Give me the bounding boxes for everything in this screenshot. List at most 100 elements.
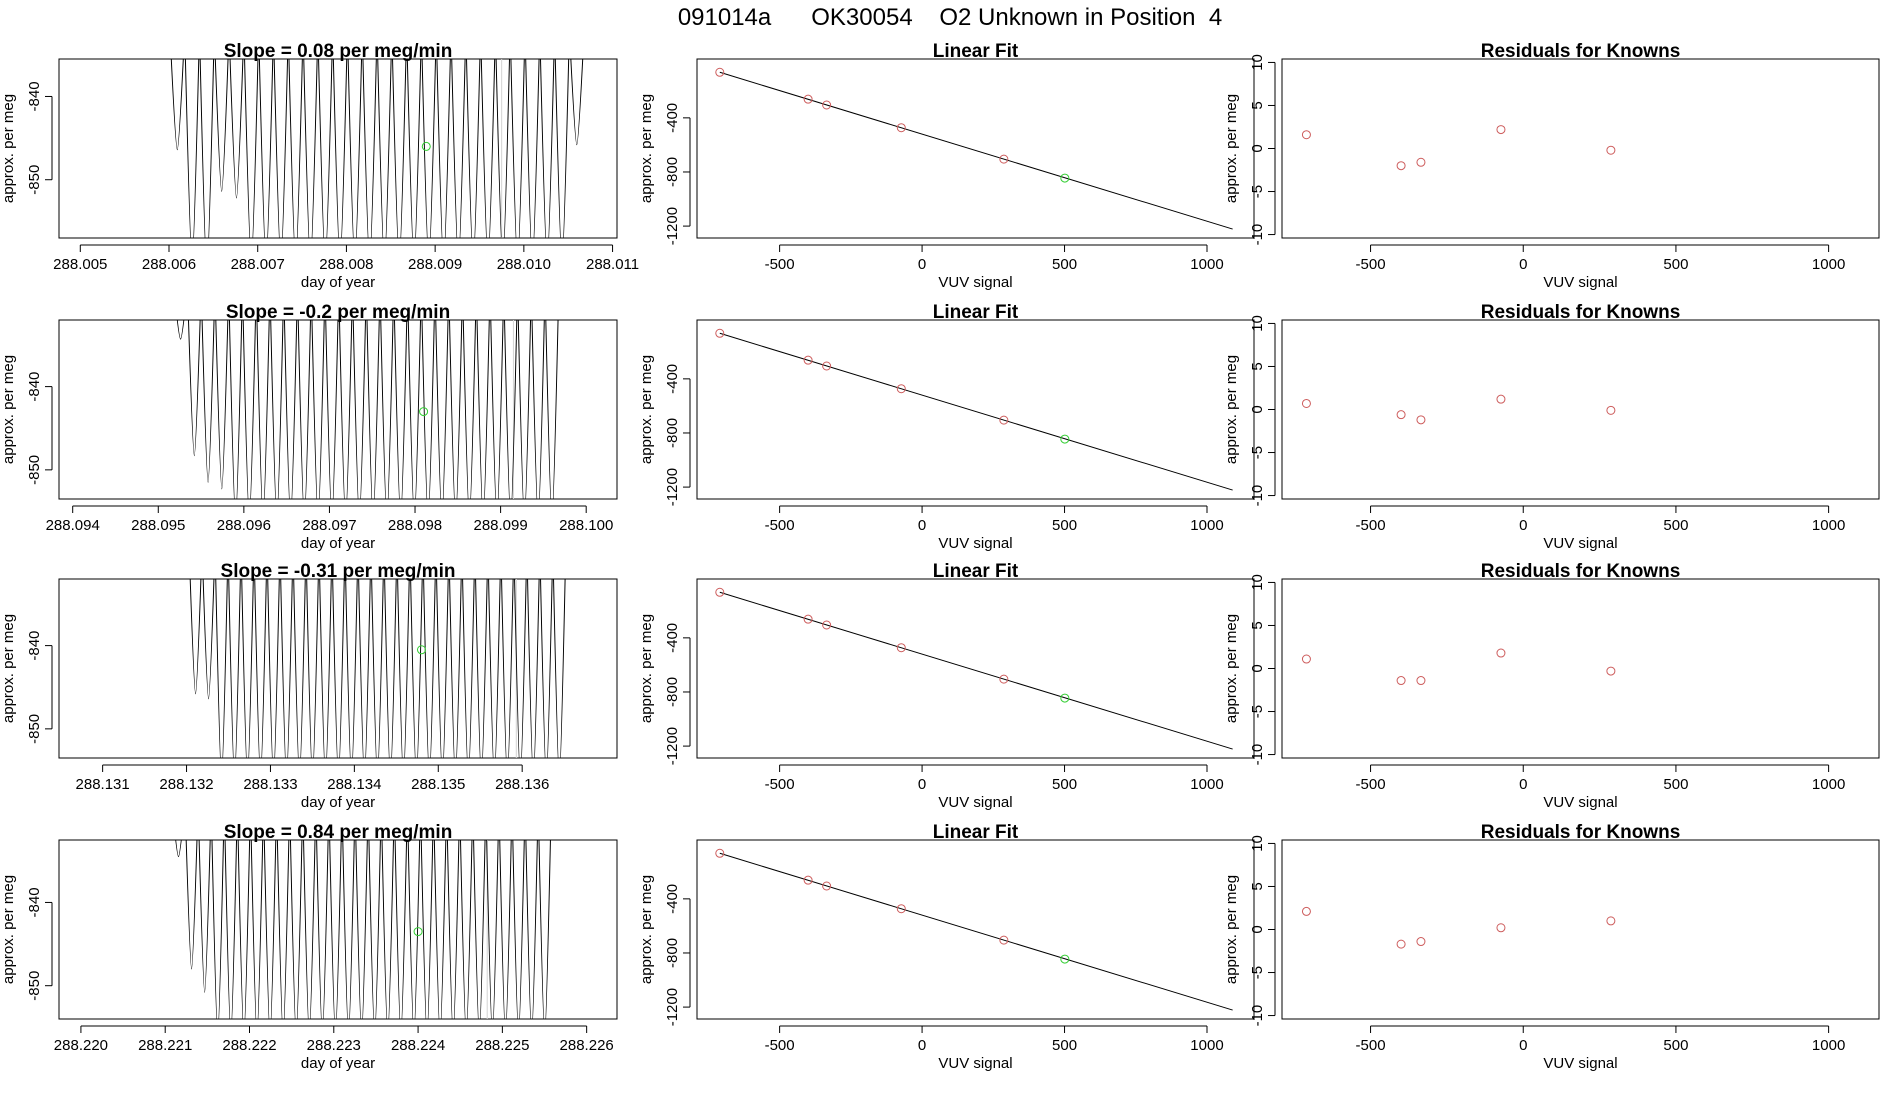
plot-frame	[1281, 319, 1880, 500]
plot-area	[175, 840, 551, 1019]
x-tick-label: -500	[1356, 1037, 1386, 1054]
x-tick-label: 288.131	[76, 776, 130, 793]
known-point	[999, 674, 1009, 684]
x-axis: -500 0 500 1000 VUV signal	[765, 1025, 1224, 1072]
y-tick-label: -840	[26, 81, 43, 111]
y-axis: -840 -850 approx. per meg	[0, 81, 53, 203]
unknown-point	[1060, 173, 1070, 183]
panel-title: Linear Fit	[933, 41, 1019, 62]
plot-area	[189, 579, 566, 758]
y-tick-label: -840	[26, 631, 43, 661]
residual-point	[1301, 654, 1311, 664]
x-tick-label: -500	[1356, 517, 1386, 534]
residual-point	[1396, 410, 1406, 420]
y-tick-label: -400	[664, 103, 681, 133]
residual-point	[1496, 125, 1506, 135]
known-point	[715, 328, 725, 338]
panel-resid-row4: Residuals for Knowns -500 0 500 1000 VUV sign…	[1223, 822, 1880, 1072]
x-axis-label: day of year	[301, 1055, 375, 1072]
residual-point	[1301, 906, 1311, 916]
x-tick-label: -500	[765, 776, 795, 793]
residual-point	[1606, 666, 1616, 676]
panel-time-row3: Slope = -0.31 per meg/min 288.131 288.132 2…	[0, 561, 618, 811]
residual-point	[1396, 676, 1406, 686]
known-point	[896, 643, 906, 653]
x-axis: -500 0 500 1000 VUV signal	[1356, 764, 1845, 811]
x-tick-label: 0	[918, 256, 926, 273]
y-tick-label: 5	[1249, 362, 1266, 370]
x-axis-label: VUV signal	[1543, 535, 1617, 552]
known-point	[803, 355, 813, 365]
x-tick-label: 1000	[1190, 256, 1223, 273]
y-tick-label: -800	[664, 677, 681, 707]
x-tick-label: 288.097	[302, 517, 356, 534]
x-tick-label: -500	[1356, 256, 1386, 273]
y-tick-label: -400	[664, 884, 681, 914]
plot-frame	[696, 58, 1255, 239]
known-point	[999, 415, 1009, 425]
y-tick-label: -840	[26, 372, 43, 402]
plot-area	[1301, 125, 1616, 171]
x-axis-label: VUV signal	[1543, 274, 1617, 291]
panel-title: Slope = -0.31 per meg/min	[221, 561, 456, 582]
fit-line	[719, 852, 1233, 1011]
x-axis-label: VUV signal	[1543, 794, 1617, 811]
y-tick-label: -5	[1249, 705, 1266, 718]
known-point	[803, 875, 813, 885]
x-tick-label: 500	[1052, 256, 1077, 273]
y-axis-label: approx. per meg	[0, 875, 17, 984]
y-tick-label: -5	[1249, 446, 1266, 459]
known-point	[999, 935, 1009, 945]
panel-title: Residuals for Knowns	[1481, 41, 1681, 62]
x-axis-label: VUV signal	[938, 794, 1012, 811]
x-tick-label: 288.222	[222, 1037, 276, 1054]
x-tick-label: 0	[918, 517, 926, 534]
panel-title: Slope = 0.84 per meg/min	[224, 822, 453, 843]
known-point	[822, 620, 832, 630]
residual-point	[1416, 676, 1426, 686]
known-point	[822, 100, 832, 110]
x-tick-label: 288.136	[495, 776, 549, 793]
unknown-point	[1060, 693, 1070, 703]
residual-point	[1496, 394, 1506, 404]
known-point	[999, 154, 1009, 164]
y-tick-label: -1200	[664, 988, 681, 1026]
signal-trace	[175, 840, 551, 1019]
x-tick-label: 288.011	[586, 256, 639, 273]
known-point	[896, 123, 906, 133]
x-tick-label: 1000	[1812, 256, 1845, 273]
plot-frame	[1281, 839, 1880, 1020]
y-axis-label: approx. per meg	[638, 355, 655, 464]
unknown-point	[1060, 434, 1070, 444]
panel-title: Slope = 0.08 per meg/min	[224, 41, 453, 62]
x-axis: -500 0 500 1000 VUV signal	[1356, 1025, 1845, 1072]
y-axis-label: approx. per meg	[0, 355, 17, 464]
residual-point	[1416, 415, 1426, 425]
residual-point	[1496, 923, 1506, 933]
unknown-point	[416, 645, 426, 655]
y-tick-label: -10	[1249, 224, 1266, 246]
plot-area	[1301, 906, 1616, 949]
x-tick-label: 500	[1663, 1037, 1688, 1054]
residual-point	[1416, 937, 1426, 947]
x-axis: -500 0 500 1000 VUV signal	[1356, 505, 1845, 552]
panel-title: Linear Fit	[933, 302, 1019, 323]
y-axis-label: approx. per meg	[0, 94, 17, 203]
y-tick-label: 10	[1249, 835, 1266, 852]
y-tick-label: -10	[1249, 744, 1266, 766]
y-tick-label: 10	[1249, 54, 1266, 71]
x-tick-label: 0	[1519, 776, 1527, 793]
known-point	[896, 904, 906, 914]
x-tick-label: 288.132	[159, 776, 213, 793]
panel-title: Linear Fit	[933, 822, 1019, 843]
x-axis: 288.220 288.221 288.222 288.223 288.224 288.2…	[54, 1025, 614, 1072]
y-axis: -840 -850 approx. per meg	[0, 614, 53, 744]
known-point	[822, 881, 832, 891]
panel-fit-row1: Linear Fit -500 0 500 1000 VUV signal -400 -800…	[638, 41, 1255, 291]
fit-line	[719, 332, 1233, 491]
x-tick-label: 0	[918, 776, 926, 793]
known-point	[822, 361, 832, 371]
x-tick-label: 1000	[1812, 776, 1845, 793]
known-point	[715, 587, 725, 597]
